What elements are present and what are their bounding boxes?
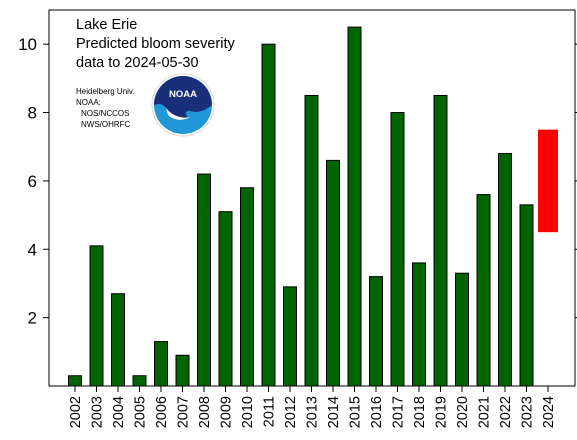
- x-tick-label: 2006: [154, 396, 170, 428]
- bar-2022: [498, 153, 512, 387]
- title-line-1: Lake Erie: [76, 17, 137, 33]
- noaa-logo-gull: [166, 108, 190, 120]
- x-tick-label: 2021: [477, 396, 493, 428]
- bar-2009: [218, 211, 233, 387]
- x-tick-label: 2013: [305, 396, 321, 428]
- x-tick-label: 2020: [455, 396, 471, 428]
- credits: Heidelberg Univ. NOAA: NOS/NCCOS NWS/OHR…: [76, 87, 135, 129]
- title-line-3: data to 2024-05-30: [76, 55, 199, 71]
- title-block: Lake Erie Predicted bloom severity data …: [76, 17, 236, 71]
- bar-2014: [326, 159, 340, 387]
- bar-2005: [132, 375, 147, 387]
- bar-2006: [154, 341, 168, 387]
- y-tick-label: 2: [28, 309, 37, 328]
- bar-2007: [175, 354, 190, 387]
- bar-2011: [261, 43, 276, 387]
- bar-2018: [412, 262, 426, 387]
- x-tick-label: 2024: [541, 396, 557, 428]
- x-tick-label: 2023: [520, 396, 536, 428]
- x-tick-label: 2014: [326, 396, 342, 428]
- bar-2023: [519, 204, 534, 387]
- bar-2008: [197, 173, 211, 387]
- x-tick-label: 2019: [434, 396, 450, 428]
- forecast-range-2024: [538, 129, 558, 233]
- bar-2013: [304, 94, 319, 387]
- bars: [68, 26, 558, 387]
- x-tick-label: 2003: [90, 396, 106, 428]
- x-tick-label: 2005: [133, 396, 149, 428]
- x-tick-label: 2016: [369, 396, 385, 428]
- y-axis: 2 4 6 8 10: [18, 35, 577, 328]
- bar-2021: [476, 194, 491, 387]
- x-tick-label: 2011: [262, 396, 278, 427]
- bar-2020: [455, 272, 469, 387]
- x-tick-label: 2009: [219, 396, 235, 428]
- y-tick-label: 8: [28, 104, 37, 123]
- y-tick-label: 4: [28, 240, 37, 259]
- x-tick-label: 2008: [197, 396, 213, 428]
- noaa-logo-dark: [154, 76, 212, 118]
- noaa-logo-text: NOAA: [169, 89, 197, 100]
- bar-2012: [283, 286, 297, 387]
- bar-2003: [89, 245, 104, 387]
- x-tick-label: 2010: [240, 396, 256, 428]
- x-tick-label: 2015: [348, 396, 364, 428]
- bar-2002: [68, 375, 82, 387]
- bar-2017: [390, 112, 405, 387]
- x-tick-label: 2017: [391, 396, 407, 428]
- x-tick-label: 2002: [68, 396, 84, 428]
- credit-line-4: NWS/OHRFC: [81, 120, 131, 129]
- x-tick-label: 2012: [283, 396, 299, 428]
- x-tick-label: 2007: [176, 396, 192, 428]
- credit-line-3: NOS/NCCOS: [81, 109, 129, 118]
- credit-line-2: NOAA:: [76, 98, 101, 107]
- y-tick-label: 6: [28, 172, 37, 191]
- bar-2015: [347, 26, 362, 387]
- bar-2016: [369, 276, 383, 387]
- x-tick-label: 2018: [412, 396, 428, 428]
- bar-2004: [111, 293, 125, 387]
- bar-2019: [433, 94, 448, 387]
- noaa-logo: NOAA: [151, 73, 215, 137]
- x-axis: 2002 2003 2004 2005 2006 2007 2008 2009 2010 2011…: [68, 386, 557, 428]
- x-tick-label: 2004: [111, 396, 127, 428]
- bar-2010: [240, 187, 254, 387]
- y-tick-label: 10: [18, 35, 37, 54]
- x-tick-label: 2022: [498, 396, 514, 428]
- title-line-2: Predicted bloom severity: [76, 36, 236, 52]
- credit-line-1: Heidelberg Univ.: [76, 87, 135, 96]
